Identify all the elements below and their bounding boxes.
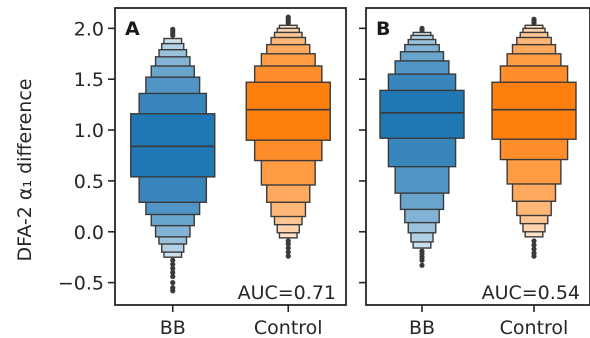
panel-a-frame <box>114 7 347 306</box>
outlier-point <box>285 253 291 259</box>
panel-b-y-ticks <box>359 27 366 284</box>
outlier-point <box>531 253 537 259</box>
outlier-point <box>170 257 176 263</box>
outlier-point <box>531 16 537 22</box>
y-tick-label: 1.5 <box>74 69 104 91</box>
panel-a-y-ticks: 2.0 1.5 1.0 0.5 0.0 −0.5 <box>58 18 115 295</box>
panel-a-marks <box>130 14 331 294</box>
outlier-point <box>531 246 537 252</box>
panel-b-auc-annotation: AUC=0.54 <box>482 282 580 304</box>
y-tick-label: −0.5 <box>58 273 104 295</box>
outlier-point <box>285 249 291 255</box>
y-tick-label: 1.0 <box>74 120 104 142</box>
y-axis-label: DFA-2 α₁ difference <box>14 79 36 262</box>
outlier-point <box>170 265 176 271</box>
x-tick-label: BB <box>160 317 186 338</box>
outlier-point <box>170 261 176 267</box>
outlier-point <box>170 273 176 280</box>
y-tick-label: 0.5 <box>74 171 104 193</box>
boxen-level-box <box>130 113 216 178</box>
panel-b-label: B <box>376 18 390 40</box>
outlier-point <box>419 262 425 268</box>
y-tick-label: 2.0 <box>74 18 104 40</box>
boxen-level-box <box>379 89 465 139</box>
x-tick-label: Control <box>254 317 323 338</box>
x-tick-label: Control <box>500 317 569 338</box>
outlier-point <box>419 257 425 263</box>
boxen-level-box <box>491 81 577 140</box>
outlier-point <box>531 242 537 248</box>
outlier-point <box>170 280 176 286</box>
x-tick-label: BB <box>409 317 435 338</box>
panel-b-marks <box>379 16 577 268</box>
panel-b-x-ticks: BB Control <box>409 305 568 338</box>
outlier-point <box>170 269 176 276</box>
panel-a-label: A <box>125 18 140 40</box>
outlier-point <box>285 241 291 247</box>
panel-b-frame <box>365 7 590 306</box>
y-tick-label: 0.0 <box>74 222 104 244</box>
outlier-point <box>285 14 291 20</box>
outlier-point <box>170 288 176 294</box>
panel-a: 2.0 1.5 1.0 0.5 0.0 −0.5 BB Control A AUC=0.71 <box>58 7 347 338</box>
outlier-point <box>285 245 291 251</box>
panel-b: BB Control B AUC=0.54 <box>359 7 590 338</box>
outlier-point <box>170 26 176 32</box>
panel-a-x-ticks: BB Control <box>160 305 323 338</box>
outlier-point <box>419 25 425 31</box>
panel-a-auc-annotation: AUC=0.71 <box>238 282 336 304</box>
boxen-level-box <box>245 81 331 141</box>
outlier-point <box>531 238 537 244</box>
